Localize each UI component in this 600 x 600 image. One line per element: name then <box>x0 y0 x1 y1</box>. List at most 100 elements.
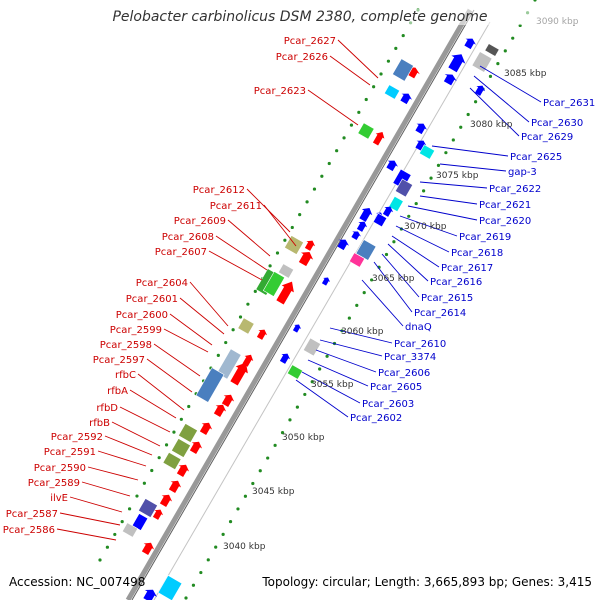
ruler-dot <box>236 507 240 511</box>
ruler-dot <box>511 36 515 40</box>
leader-line <box>329 55 371 86</box>
gene-arrow <box>141 542 155 555</box>
ruler-tick-label: 3050 kbp <box>282 433 325 443</box>
gene-label-right: Pcar_2620 <box>479 216 531 227</box>
gene-label-right: Pcar_2616 <box>430 277 482 288</box>
leader-line <box>227 219 271 257</box>
leader-line <box>439 163 507 172</box>
gene-shape <box>471 51 493 73</box>
ruler-tick-label: 3045 kbp <box>252 487 295 497</box>
ruler-dot <box>379 72 383 76</box>
ruler-dot <box>179 417 183 421</box>
gene-label-right: Pcar_2622 <box>489 184 541 195</box>
ruler-dot <box>120 520 124 524</box>
gene-shape <box>474 85 486 96</box>
ruler-tick-label: 3040 kbp <box>223 542 266 552</box>
ruler-dot <box>105 545 109 549</box>
leader-line <box>361 279 404 327</box>
leader-line <box>59 512 121 526</box>
gene-shape <box>262 271 286 297</box>
gene-label-right: Pcar_2610 <box>394 339 446 350</box>
gene-shape <box>415 123 427 135</box>
ruler-dot <box>422 189 426 193</box>
gene-label-left: Pcar_2591 <box>44 447 96 458</box>
gene-box <box>195 367 225 403</box>
gene-arrow <box>298 251 314 267</box>
gene-arrow <box>213 404 227 417</box>
gene-shape <box>448 54 466 73</box>
leader-line <box>395 225 450 253</box>
gene-shape <box>199 422 213 435</box>
leader-line <box>189 281 229 327</box>
gene-label-left: rfbD <box>96 403 118 414</box>
gene-shape <box>159 494 173 507</box>
leader-line <box>215 235 268 271</box>
ruler-dot <box>355 303 359 307</box>
ruler-dot <box>216 353 220 357</box>
gene-box <box>121 522 139 538</box>
ruler-dot <box>407 214 411 218</box>
ruler-dot <box>503 49 507 53</box>
gene-label-left: rfbA <box>107 386 128 397</box>
gene-shape <box>372 131 385 146</box>
gene-box <box>302 337 322 357</box>
gene-arrow <box>321 277 331 286</box>
ruler-dot <box>335 149 339 153</box>
ruler-dot <box>392 240 396 244</box>
ruler-dot <box>135 494 139 498</box>
gene-label-left: Pcar_2604 <box>136 278 188 289</box>
gene-box <box>348 252 366 268</box>
gene-arrow <box>276 281 294 305</box>
leader-line <box>119 406 171 433</box>
gene-label-right: Pcar_2629 <box>521 132 573 143</box>
gene-shape <box>276 281 294 305</box>
ruler-dot <box>221 532 225 536</box>
ruler-dot <box>364 97 368 102</box>
backbone-line <box>125 8 473 600</box>
gene-shape <box>162 451 182 471</box>
ruler-dot <box>199 570 203 575</box>
leader-line <box>146 358 193 393</box>
ruler-dot <box>533 0 537 2</box>
ruler-dot <box>273 443 277 447</box>
gene-arrow <box>337 239 349 251</box>
gene-arrow <box>168 480 182 493</box>
gene-label-right: Pcar_2621 <box>479 200 531 211</box>
ruler-dot <box>251 481 255 486</box>
ruler-dot <box>436 163 441 168</box>
leader-line <box>163 328 209 353</box>
ruler-dot <box>290 225 294 230</box>
gene-label-left: Pcar_2586 <box>3 525 55 536</box>
ruler-dot <box>142 481 146 485</box>
ruler-dot <box>394 46 398 50</box>
gene-label-left: Pcar_2599 <box>110 325 162 336</box>
genome-backbone <box>125 8 491 600</box>
ruler-dot <box>318 367 322 371</box>
gene-arrow <box>256 329 268 340</box>
ruler-dot <box>357 110 361 114</box>
gene-shape <box>383 84 401 100</box>
gene-label-left: rfbB <box>89 418 110 429</box>
ruler-dot <box>429 176 433 180</box>
ruler-tick-label: 3070 kbp <box>404 222 447 232</box>
ruler-dot <box>150 468 154 473</box>
gene-arrow <box>221 394 235 407</box>
gene-arrow <box>400 93 412 105</box>
label-leader-lines <box>56 39 542 541</box>
gene-shape <box>298 251 314 267</box>
gene-shape <box>176 464 190 477</box>
gene-arrow <box>279 353 291 364</box>
gene-box <box>372 212 388 228</box>
leader-line <box>104 435 153 456</box>
leader-line <box>407 205 478 221</box>
leader-line <box>387 243 429 282</box>
map-title: Pelobacter carbinolicus DSM 2380, comple… <box>0 9 600 25</box>
ruler-dot <box>347 316 351 320</box>
ruler-dot <box>349 123 354 127</box>
gene-arrow <box>292 324 302 333</box>
gene-box <box>286 364 304 380</box>
ruler-dot <box>172 430 176 434</box>
ruler-dot <box>372 85 376 89</box>
gene-box <box>157 574 183 600</box>
